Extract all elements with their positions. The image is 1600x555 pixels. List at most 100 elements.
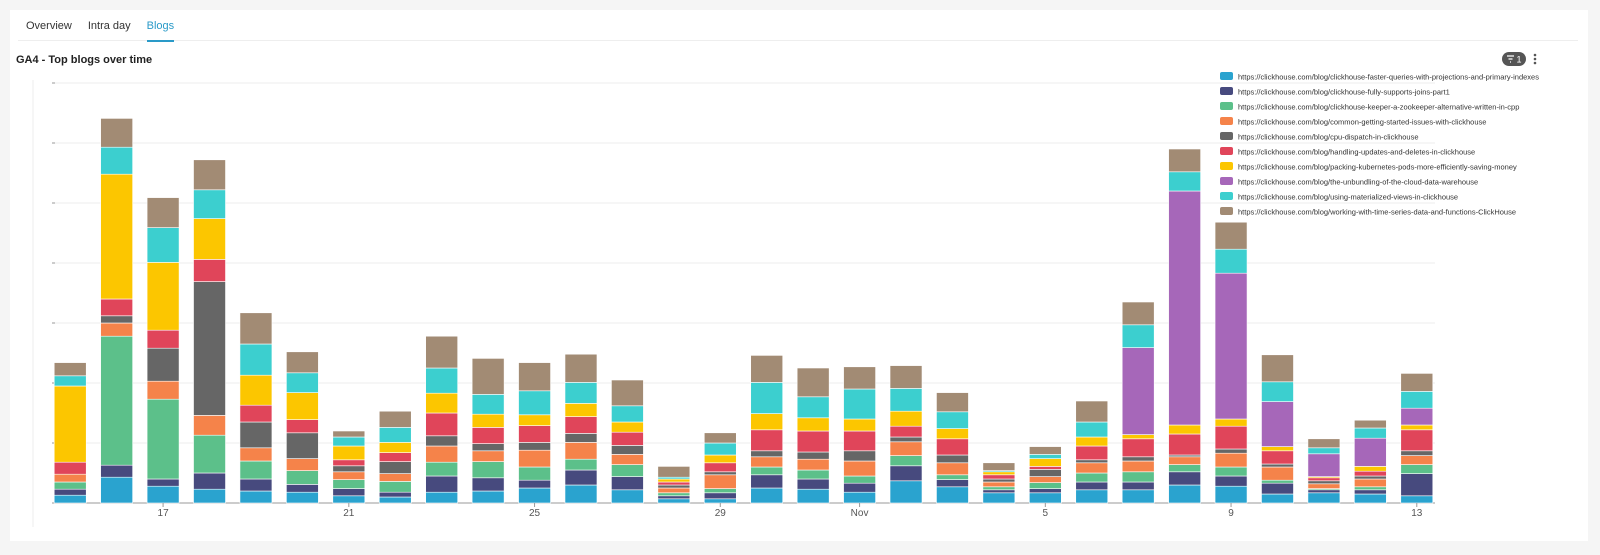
bar-segment [796,417,830,432]
bar-segment [843,418,876,432]
bar-segment [239,447,273,462]
bar-segment [889,425,923,438]
legend-label: https://clickhouse.com/blog/common-getti… [1238,118,1486,127]
bar-segment [1400,391,1434,409]
bar-segment [53,494,87,504]
bar-segment [1214,475,1248,487]
tab[interactable]: Intra day [87,20,131,32]
bar-segment [564,353,598,383]
bar-segment [471,450,505,462]
bar-segment [564,382,598,404]
bar-segment [239,478,273,492]
bar-segment [518,479,551,489]
bar-segment [146,262,180,331]
bar-segment [1121,324,1155,348]
bar-segment [239,490,273,504]
bar-segment [982,492,1016,504]
tab[interactable]: Overview [26,20,72,32]
bar-segment [750,413,784,431]
bar-segment [425,491,458,504]
bar-segment [1261,479,1294,484]
bar-segment [239,460,273,480]
bar-segment [332,488,366,497]
x-tick-label: 9 [1228,508,1234,519]
bar-segment [750,456,784,468]
bar-segment [518,425,551,443]
bar-segment [1075,459,1109,464]
bar-segment [1354,437,1387,467]
bar-segment [564,442,598,460]
bar-segment [332,445,366,461]
bar-segment [1261,401,1294,447]
bar-segment [1214,272,1248,420]
bar-segment [611,379,644,407]
bar-segment [1307,489,1341,494]
bar-segment [1075,421,1109,438]
bar-segment [982,486,1016,491]
chart-title: GA4 - Top blogs over time [16,54,152,66]
bar-segment [332,479,366,489]
more-menu[interactable] [1533,53,1537,65]
bar-segment [1307,483,1341,489]
bar-segment [1121,456,1155,462]
bar-segment [332,495,366,504]
bar-segment [1121,481,1155,491]
bar-segment [564,469,598,486]
bar-segment [750,429,784,452]
bar-segment [1354,489,1387,495]
bar-segment [982,471,1016,476]
bar-segment [1354,427,1387,439]
tab-bar: Overview Intra day Blogs [18,10,1578,42]
bar-segment [471,477,505,492]
bar-segment [53,481,87,490]
bar-segment [518,390,551,416]
bar-segment [425,392,458,414]
bar-segment [889,410,923,427]
bar-segment [564,433,598,443]
bar-segment [286,484,319,493]
bar-segment [193,488,226,504]
bar-segment [889,388,923,412]
tab[interactable]: Blogs [146,10,175,42]
bar-segment [657,481,691,486]
bar-segment [1214,452,1248,468]
bar-segment [518,487,551,504]
bar-segment [378,442,412,453]
bar-segment [425,461,458,477]
bar-segment [471,358,505,395]
bar-segment [982,462,1016,471]
bar-segment [378,496,412,504]
bar-segment [1400,424,1434,431]
legend-swatch [1220,207,1233,215]
bar-segment [611,454,644,465]
bar-segment [1029,466,1062,470]
bar-segment [1168,456,1201,465]
bar-segment [982,489,1016,494]
bar-segment [146,485,180,504]
bar-segment [657,484,691,489]
bar-segment [193,472,226,490]
bar-segment [657,492,691,497]
bar-segment [843,491,876,504]
bar-segment [936,454,969,464]
bar-segment [796,451,830,460]
bar-segment [936,392,969,413]
bar-segment [1214,221,1248,250]
bar-segment [1168,433,1201,456]
bar-segment [1168,471,1201,486]
bar-segment [843,475,876,484]
bar-segment [1400,429,1434,452]
bar-segment [239,404,273,423]
bar-segment [471,490,505,504]
bar-segment [100,476,133,504]
bar-segment [100,173,133,300]
bar-segment [193,159,226,191]
bar-segment [193,259,226,282]
bar-segment [471,461,505,479]
bar-segment [332,436,366,447]
filter-badge[interactable] [1502,52,1526,66]
bar-segment [378,491,412,498]
bar-segment [518,466,551,481]
bar-segment [889,465,923,482]
